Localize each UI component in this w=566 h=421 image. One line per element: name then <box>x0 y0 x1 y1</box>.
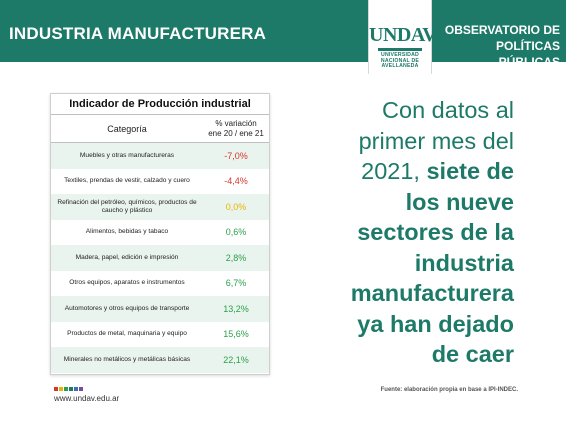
row-category: Alimentos, bebidas y tabaco <box>85 228 169 236</box>
table-header: Categoría % variación ene 20 / ene 21 <box>51 115 269 143</box>
page-title: INDUSTRIA MANUFACTURERA <box>9 24 267 43</box>
headline-line: ya han dejado <box>357 310 514 337</box>
table-row: Madera, papel, edición e impresión 2,8% <box>51 245 269 271</box>
row-value: -7,0% <box>224 150 248 161</box>
column-header-variation-line: ene 20 / ene 21 <box>208 128 264 138</box>
row-category: Textiles, prendas de vestir, calzado y c… <box>64 177 190 185</box>
row-value: 13,2% <box>223 303 249 314</box>
logo-subtext-line: UNIVERSIDAD <box>381 52 419 58</box>
column-header-category: Categoría <box>107 123 147 134</box>
brand-dot <box>64 387 68 391</box>
observatorio-line-2: POLÍTICAS PÚBLICAS <box>495 39 560 69</box>
row-value: -4,4% <box>224 176 248 187</box>
table-row: Productos de metal, maquinaria y equipo 1… <box>51 321 269 347</box>
website-url: www.undav.edu.ar <box>54 394 120 403</box>
table-body: Muebles y otras manufactureras -7,0% Texti… <box>51 143 269 373</box>
brand-dot <box>69 387 73 391</box>
production-table: Indicador de Producción industrial Categ… <box>50 93 270 375</box>
table-row: Minerales no metálicos y metálicas básic… <box>51 347 269 373</box>
row-value: 0,0% <box>225 201 247 212</box>
row-category: Refinación del petróleo, químicos, produ… <box>57 198 197 214</box>
headline-line: de caer <box>431 341 514 367</box>
headline-line: sectores de la <box>357 219 514 245</box>
table-row: Alimentos, bebidas y tabaco 0,6% <box>51 219 269 245</box>
brand-dot <box>74 387 78 391</box>
row-category: Minerales no metálicos y metálicas básic… <box>63 355 191 363</box>
source-note: Fuente: elaboración propia en base a IPI… <box>380 387 518 393</box>
row-value: 15,6% <box>223 329 249 340</box>
brand-dot <box>59 387 63 391</box>
brand-dots <box>54 387 84 391</box>
headline-line: industria <box>414 249 514 276</box>
table-row: Muebles y otras manufactureras -7,0% <box>51 143 269 169</box>
column-header-variation-line: % variación <box>215 118 257 128</box>
headline-line: los nueve <box>405 188 514 215</box>
row-value: 0,6% <box>225 227 247 238</box>
logo-text: UNDAV <box>369 24 437 46</box>
row-category: Madera, papel, edición e impresión <box>75 253 179 261</box>
table-row: Textiles, prendas de vestir, calzado y c… <box>51 168 269 194</box>
column-header-variation: % variación ene 20 / ene 21 <box>203 115 269 142</box>
header-bar: INDUSTRIA MANUFACTURERA OBSERVATORIO DE … <box>0 0 566 69</box>
row-value: 2,8% <box>225 252 247 263</box>
row-category: Automotores y otros equipos de transport… <box>64 304 190 312</box>
row-value: 6,7% <box>225 278 247 289</box>
headline-line: Con datos al <box>382 97 514 123</box>
headline-line: primer mes del <box>358 127 514 154</box>
headline-fragment: siete de <box>426 158 514 184</box>
observatorio-line-1: OBSERVATORIO DE <box>444 23 560 37</box>
logo-subtext-line: AVELLANEDA <box>381 63 419 70</box>
logo-subtext-line: NACIONAL DE <box>380 57 420 64</box>
table-row: Automotores y otros equipos de transport… <box>51 296 269 322</box>
logo-subtext: UNIVERSIDAD NACIONAL DE AVELLANEDA <box>369 52 431 70</box>
row-category: Productos de metal, maquinaria y equipo <box>67 330 187 338</box>
brand-dot <box>54 387 58 391</box>
headline-fragment: 2021, <box>361 158 427 184</box>
headline-text: Con datos al primer mes del 2021, siete de… <box>300 95 514 370</box>
table-title: Indicador de Producción industrial <box>51 94 269 115</box>
headline-line: manufacturera <box>350 280 514 306</box>
observatorio-title: OBSERVATORIO DE POLÍTICAS PÚBLICAS <box>442 22 560 70</box>
row-category: Muebles y otras manufactureras <box>79 151 175 159</box>
undav-logo: UNDAV UNIVERSIDAD NACIONAL DE AVELLANEDA <box>368 0 437 74</box>
row-category: Otros equipos, aparatos e instrumentos <box>69 279 185 287</box>
table-row: Otros equipos, aparatos e instrumentos 6,… <box>51 270 269 296</box>
logo-underline <box>378 48 422 51</box>
table-row: Refinación del petróleo, químicos, produ… <box>51 194 269 220</box>
row-value: 22,1% <box>223 354 249 365</box>
headline-line: 2021, siete de <box>300 156 514 187</box>
brand-dot <box>79 387 83 391</box>
